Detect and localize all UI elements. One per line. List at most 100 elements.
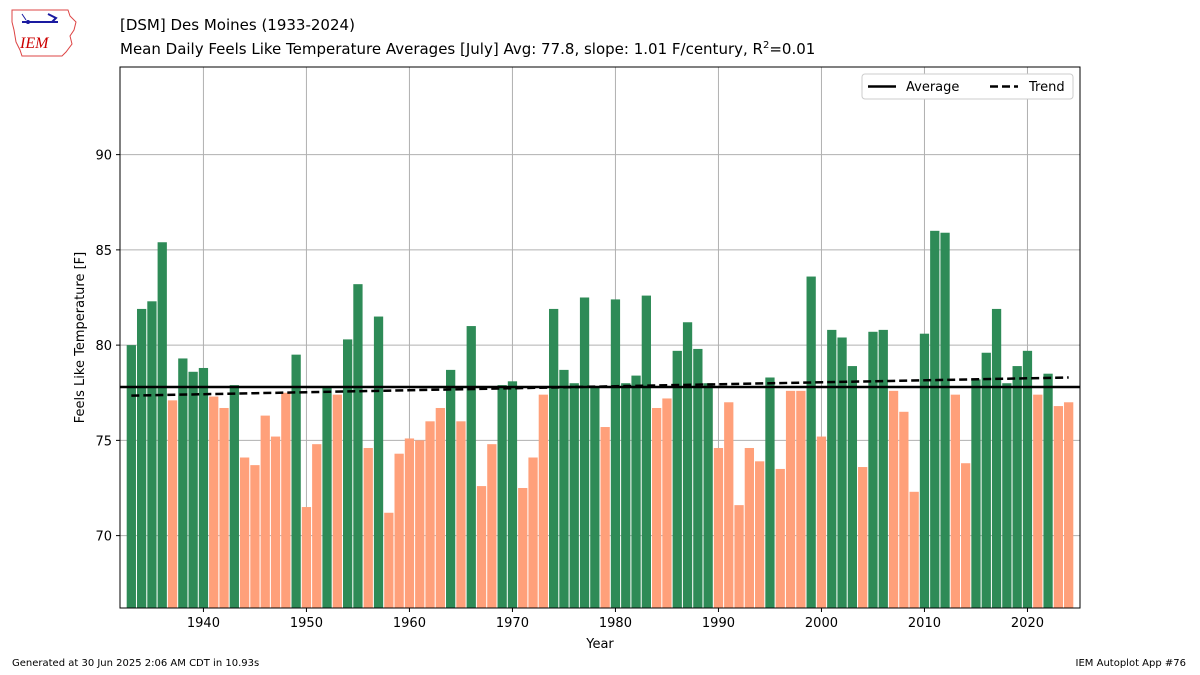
bar-1940 [198, 367, 209, 608]
bar-1984 [652, 407, 662, 608]
logo-text: IEM [19, 35, 50, 52]
x-tick-label: 2020 [1011, 616, 1044, 631]
bar-1946 [260, 415, 270, 608]
bar-2019 [1012, 366, 1022, 608]
bar-1971 [518, 487, 528, 608]
bar-1956 [363, 447, 373, 608]
subtitle-superscript: 2 [762, 40, 770, 51]
bar-1977 [579, 297, 590, 608]
chart-title: [DSM] Des Moines (1933-2024) [120, 16, 355, 34]
bar-2010 [919, 333, 930, 608]
x-tick-label: 1990 [702, 616, 735, 631]
bar-1945 [250, 465, 260, 608]
bar-1936 [157, 242, 167, 608]
bar-1976 [569, 383, 579, 608]
legend-box [861, 73, 1074, 100]
bar-1966 [466, 326, 476, 608]
bar-1960 [404, 438, 415, 608]
iowa-outline-icon [11, 9, 77, 57]
y-tick-label: 80 [95, 339, 112, 354]
bar-1983 [641, 295, 651, 608]
bar-1959 [394, 453, 404, 608]
bar-1948 [281, 392, 291, 608]
bar-1985 [662, 398, 672, 608]
bar-1973 [538, 394, 548, 608]
bar-2000 [816, 436, 827, 608]
bar-2002 [837, 337, 847, 608]
bar-2011 [930, 230, 940, 608]
bar-1987 [682, 322, 693, 608]
x-tick-label: 1970 [496, 616, 529, 631]
bar-1989 [703, 383, 713, 608]
bar-2021 [1033, 394, 1043, 608]
bar-1962 [425, 421, 435, 608]
bar-1993 [744, 447, 754, 608]
y-ticks: 70 75 80 85 90 [95, 149, 120, 545]
bar-1986 [672, 350, 682, 608]
bar-1991 [724, 402, 734, 608]
bar-2015 [971, 379, 981, 608]
bar-2023 [1053, 406, 1064, 608]
bar-1942 [219, 407, 229, 608]
bar-2024 [1064, 402, 1074, 608]
bar-1957 [373, 316, 384, 608]
bar-1938 [178, 358, 188, 608]
bar-1963 [435, 407, 445, 608]
app-id: IEM Autoplot App #76 [1075, 658, 1186, 669]
bar-1941 [209, 396, 219, 608]
subtitle-suffix: =0.01 [769, 40, 816, 58]
bar-1981 [621, 383, 631, 608]
bar-1998 [796, 390, 806, 608]
x-axis-label: Year [585, 637, 614, 652]
bar-1964 [446, 369, 456, 608]
bar-1950 [301, 507, 312, 608]
bar-1982 [631, 375, 641, 608]
bar-1979 [600, 427, 610, 608]
bar-1961 [415, 440, 425, 608]
bars [126, 230, 1074, 608]
bar-1994 [755, 461, 765, 608]
y-axis-label: Feels Like Temperature [F] [73, 252, 88, 423]
legend-average-label: Average [906, 80, 959, 95]
bar-2008 [899, 411, 909, 608]
bar-2016 [981, 352, 991, 608]
bar-1958 [384, 512, 394, 608]
bar-1990 [713, 447, 724, 608]
bar-2013 [950, 394, 960, 608]
generated-timestamp: Generated at 30 Jun 2025 2:06 AM CDT in … [12, 658, 260, 669]
bar-2005 [868, 331, 878, 608]
bar-1935 [147, 301, 157, 608]
bar-1996 [775, 468, 785, 608]
bar-1997 [785, 390, 796, 608]
iem-logo: IEM [11, 9, 77, 57]
bar-1939 [188, 371, 198, 608]
bar-1967 [476, 486, 487, 608]
bar-1999 [806, 276, 816, 608]
bar-1965 [456, 421, 466, 608]
plot-frame [119, 66, 1081, 609]
bar-1995 [765, 377, 775, 608]
bar-1933 [126, 345, 136, 608]
bar-1952 [322, 387, 332, 608]
bar-1978 [590, 387, 600, 608]
x-tick-label: 1960 [393, 616, 426, 631]
bar-1980 [610, 299, 621, 608]
bar-1968 [487, 444, 497, 608]
y-tick-label: 90 [95, 149, 112, 164]
x-tick-label: 1950 [290, 616, 323, 631]
bar-2001 [827, 329, 837, 608]
bar-1992 [734, 505, 744, 608]
bar-1988 [693, 348, 703, 608]
bar-1934 [136, 308, 147, 608]
bar-2009 [909, 491, 919, 608]
bar-2003 [847, 366, 857, 608]
bar-1975 [559, 369, 569, 608]
bar-1951 [312, 444, 322, 608]
bar-1974 [549, 308, 559, 608]
bar-2022 [1043, 373, 1053, 608]
y-tick-label: 75 [95, 434, 112, 449]
chart-subtitle: Mean Daily Feels Like Temperature Averag… [120, 40, 815, 58]
x-ticks: 1940 1950 1960 1970 1980 1990 2000 2010 2020 [187, 608, 1044, 631]
bar-2020 [1022, 350, 1033, 608]
